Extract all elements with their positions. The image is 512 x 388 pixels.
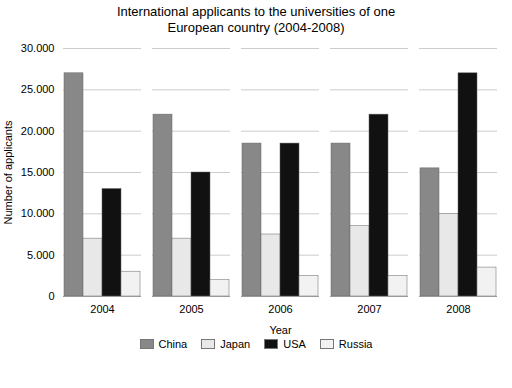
html-text:Japan: Japan	[220, 338, 251, 350]
svg-text:30.000: 30.000	[21, 42, 55, 54]
svg-text:2007: 2007	[357, 303, 381, 315]
svg-text:Year: Year	[269, 324, 292, 336]
svg-text:2004: 2004	[90, 303, 114, 315]
svg-text:2008: 2008	[446, 303, 470, 315]
html-text:Russia: Russia	[338, 338, 373, 350]
svg-text:25.000: 25.000	[21, 83, 55, 95]
svg-text:2005: 2005	[179, 303, 203, 315]
html-text:International applicants to th: International applicants to the universi…	[116, 4, 396, 35]
svg-text:5.000: 5.000	[27, 249, 55, 261]
svg-text:10.000: 10.000	[21, 207, 55, 219]
svg-text:0: 0	[48, 290, 54, 302]
html-text:China: China	[158, 338, 188, 350]
html-text:USA: USA	[283, 338, 306, 350]
svg-text:2006: 2006	[268, 303, 292, 315]
svg-text:20.000: 20.000	[21, 125, 55, 137]
svg-text:15.000: 15.000	[21, 166, 55, 178]
svg-text:Number of applicants: Number of applicants	[2, 120, 14, 224]
